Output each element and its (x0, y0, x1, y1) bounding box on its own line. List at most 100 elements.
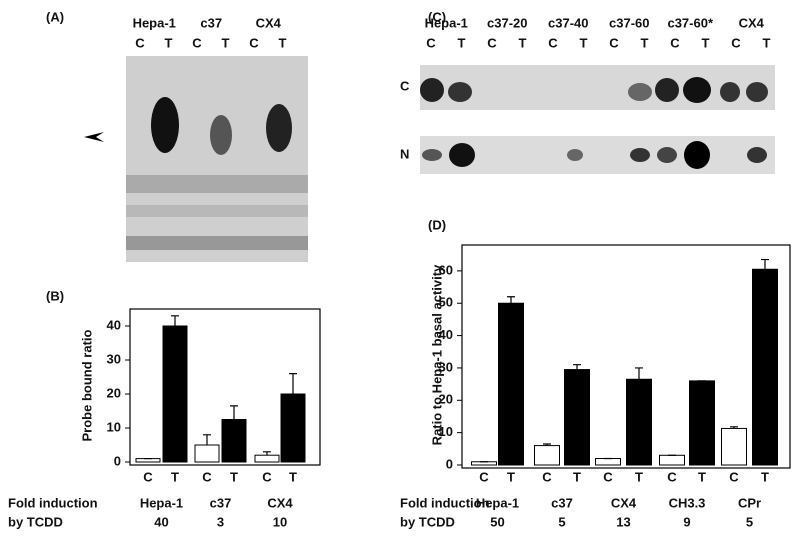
fold-label: Fold induction (8, 495, 98, 510)
fold-value: 3 (217, 514, 224, 529)
y-tick-label: 20 (439, 392, 453, 407)
error-bar (230, 405, 238, 420)
error-bar (507, 296, 515, 304)
y-tick-label: 10 (107, 419, 121, 434)
bar-label: C (542, 469, 552, 484)
lane-label: T (458, 35, 466, 50)
x-category-label: CX4 (611, 495, 637, 510)
lane-group: c37-60 (609, 15, 649, 30)
lane-label: T (222, 35, 230, 50)
y-tick-label: 0 (446, 456, 453, 471)
bar (280, 393, 306, 463)
x-category-label: Hepa-1 (476, 495, 519, 510)
bar-label: T (171, 469, 179, 484)
gel-c (420, 65, 775, 174)
lane-label: C (192, 35, 202, 50)
plot-frame (461, 244, 791, 469)
y-tick-label: 0 (114, 453, 121, 468)
y-tick-label: 60 (439, 262, 453, 277)
error-bar (171, 315, 179, 326)
error-bar (635, 367, 643, 380)
panel-label: (D) (428, 217, 446, 232)
lane-label: T (279, 35, 287, 50)
x-category-label: CPr (738, 495, 761, 510)
x-category-label: c37 (551, 495, 573, 510)
bar-label: T (507, 469, 515, 484)
panel-label: (A) (46, 9, 64, 24)
bar-label: T (761, 469, 769, 484)
bar (659, 454, 685, 466)
lane-group: CX4 (256, 15, 282, 30)
bar-label: T (573, 469, 581, 484)
lane-label: C (249, 35, 259, 50)
bar (689, 380, 715, 466)
lane-label: T (702, 35, 710, 50)
x-category-label: CH3.3 (669, 495, 706, 510)
lane-label: C (609, 35, 619, 50)
bar (752, 268, 778, 466)
fold-label: Fold induction (400, 495, 490, 510)
fold-label: by TCDD (8, 514, 63, 529)
x-category-label: c37 (210, 495, 232, 510)
fold-value: 40 (154, 514, 168, 529)
row-label: N (400, 146, 409, 161)
lane-group: c37-20 (487, 15, 527, 30)
fold-value: 5 (746, 514, 753, 529)
bar-label: C (603, 469, 613, 484)
bar (162, 325, 188, 463)
bar (534, 445, 560, 466)
bar-label: C (667, 469, 677, 484)
y-tick-label: 40 (439, 327, 453, 342)
fold-label: by TCDD (400, 514, 455, 529)
lane-group: c37 (200, 15, 222, 30)
lane-label: T (519, 35, 527, 50)
lane-group: Hepa-1 (425, 15, 468, 30)
bar-label: T (230, 469, 238, 484)
fold-value: 5 (558, 514, 565, 529)
x-category-label: CX4 (267, 495, 293, 510)
lane-label: C (670, 35, 680, 50)
error-bar (289, 373, 297, 394)
error-bar (761, 258, 769, 270)
bar (595, 458, 621, 466)
bar-label: T (698, 469, 706, 484)
lane-label: T (580, 35, 588, 50)
bar (498, 302, 524, 466)
lane-label: C (731, 35, 741, 50)
panel-label: (C) (428, 9, 446, 24)
lane-group: Hepa-1 (133, 15, 176, 30)
x-category-label: Hepa-1 (140, 495, 183, 510)
bar-label: T (289, 469, 297, 484)
fold-value: 9 (683, 514, 690, 529)
bar (721, 427, 747, 466)
error-bar (543, 443, 551, 446)
lane-label: C (426, 35, 436, 50)
bar-label: C (262, 469, 272, 484)
y-tick-label: 50 (439, 295, 453, 310)
y-tick-label: 40 (107, 317, 121, 332)
bar (221, 419, 247, 463)
bar-label: C (479, 469, 489, 484)
bar-label: C (729, 469, 739, 484)
lane-group: c37-40 (548, 15, 588, 30)
plot-frame (129, 308, 321, 466)
fold-value: 50 (490, 514, 504, 529)
y-tick-label: 10 (439, 424, 453, 439)
bar (626, 378, 652, 466)
fold-value: 10 (273, 514, 287, 529)
bar-label: T (635, 469, 643, 484)
fold-value: 13 (616, 514, 630, 529)
row-label: C (400, 78, 410, 93)
bar (194, 444, 220, 463)
lane-label: T (641, 35, 649, 50)
error-bar (573, 364, 581, 370)
bar (564, 369, 590, 466)
gel-a (84, 56, 308, 262)
error-bar (730, 426, 738, 429)
lane-label: C (487, 35, 497, 50)
lane-label: T (763, 35, 771, 50)
lane-label: T (165, 35, 173, 50)
lane-label: C (135, 35, 145, 50)
y-axis-label: Ratio to Hepa-1 basal activity (429, 264, 444, 445)
